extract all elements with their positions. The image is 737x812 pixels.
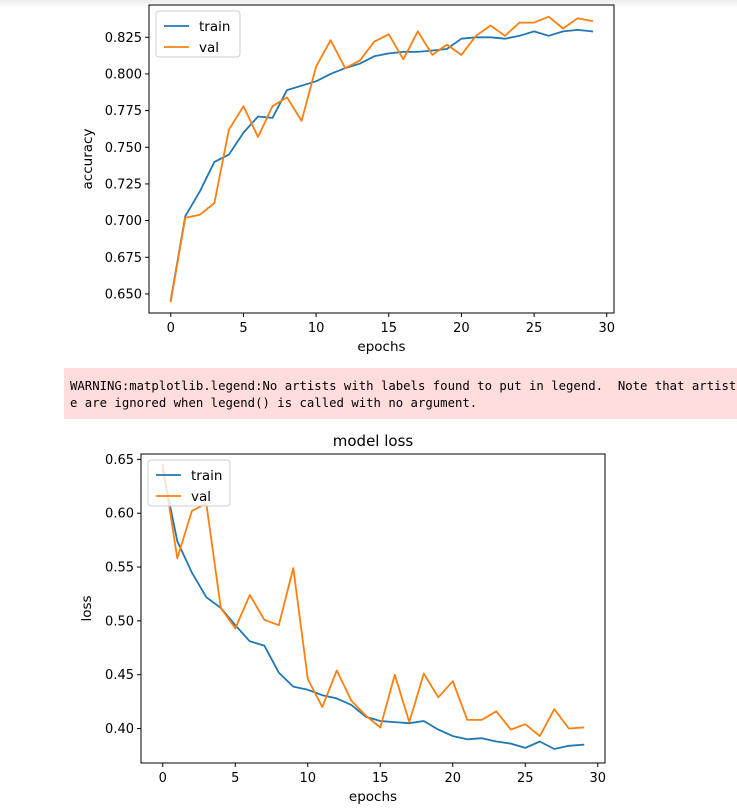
warning-text: WARNING:matplotlib.legend:No artists wit…	[70, 378, 737, 412]
accuracy-xtick-label: 20	[453, 321, 470, 336]
accuracy-legend-box	[155, 10, 241, 58]
loss-xtick-label: 10	[299, 771, 316, 786]
loss-legend: train val	[147, 459, 231, 507]
loss-xtick-label: 30	[589, 771, 606, 786]
accuracy-xtick-label: 5	[239, 321, 247, 336]
loss-chart: model loss 0 5 10 15 20 25 30 0.40 0.45 0.50 0.55 0.…	[79, 432, 606, 805]
accuracy-xtick-label: 10	[308, 321, 325, 336]
loss-xtick-label: 15	[372, 771, 389, 786]
loss-ytick-label: 0.65	[105, 453, 134, 468]
loss-ytick-label: 0.40	[105, 722, 134, 737]
loss-xtick-label: 5	[231, 771, 239, 786]
accuracy-ytick-label: 0.650	[105, 287, 142, 302]
loss-train-line	[161, 469, 585, 750]
warning-output: WARNING:matplotlib.legend:No artists wit…	[64, 368, 737, 419]
accuracy-ytick-label: 0.725	[105, 177, 142, 192]
accuracy-ytick-label: 0.800	[105, 67, 142, 82]
loss-legend-train-label: train	[191, 468, 222, 484]
accuracy-ylabel: accuracy	[80, 129, 96, 190]
loss-ytick-label: 0.50	[105, 614, 134, 629]
loss-ytick-label: 0.60	[105, 507, 134, 522]
accuracy-xtick-label: 25	[526, 321, 543, 336]
loss-xtick-label: 25	[517, 771, 534, 786]
loss-title: model loss	[333, 432, 414, 450]
loss-xlabel: epochs	[349, 789, 397, 805]
accuracy-plot-frame	[148, 4, 615, 314]
accuracy-xtick-label: 30	[598, 321, 615, 336]
accuracy-legend: train val	[155, 10, 241, 58]
accuracy-ytick-label: 0.750	[105, 141, 142, 156]
accuracy-ytick-label: 0.675	[105, 251, 142, 266]
loss-ytick-label: 0.45	[105, 668, 134, 683]
accuracy-train-line	[169, 28, 594, 301]
loss-val-line	[161, 463, 585, 738]
accuracy-ytick-label: 0.775	[105, 104, 142, 119]
loss-xtick-label: 0	[159, 771, 167, 786]
accuracy-legend-train-label: train	[199, 19, 230, 35]
accuracy-xlabel: epochs	[357, 339, 405, 355]
loss-legend-val-label: val	[191, 489, 211, 505]
accuracy-val-line	[169, 15, 594, 303]
loss-plot-frame	[140, 453, 606, 764]
accuracy-ytick-label: 0.825	[105, 31, 142, 46]
accuracy-chart: 0 5 10 15 20 25 30 0.650 0.675 0.700 0.725 0.750 0.7…	[80, 4, 615, 355]
scroll-shadow	[0, 0, 737, 8]
warning-line-2: e are ignored when legend() is called wi…	[70, 396, 478, 410]
loss-ytick-label: 0.55	[105, 561, 134, 576]
loss-legend-box	[147, 459, 231, 507]
warning-line-1: WARNING:matplotlib.legend:No artists wit…	[70, 379, 737, 393]
accuracy-legend-val-label: val	[199, 40, 219, 56]
loss-xtick-label: 20	[444, 771, 461, 786]
accuracy-xtick-label: 15	[380, 321, 397, 336]
accuracy-ytick-label: 0.700	[105, 214, 142, 229]
loss-ylabel: loss	[79, 595, 95, 621]
accuracy-xtick-label: 0	[167, 321, 175, 336]
